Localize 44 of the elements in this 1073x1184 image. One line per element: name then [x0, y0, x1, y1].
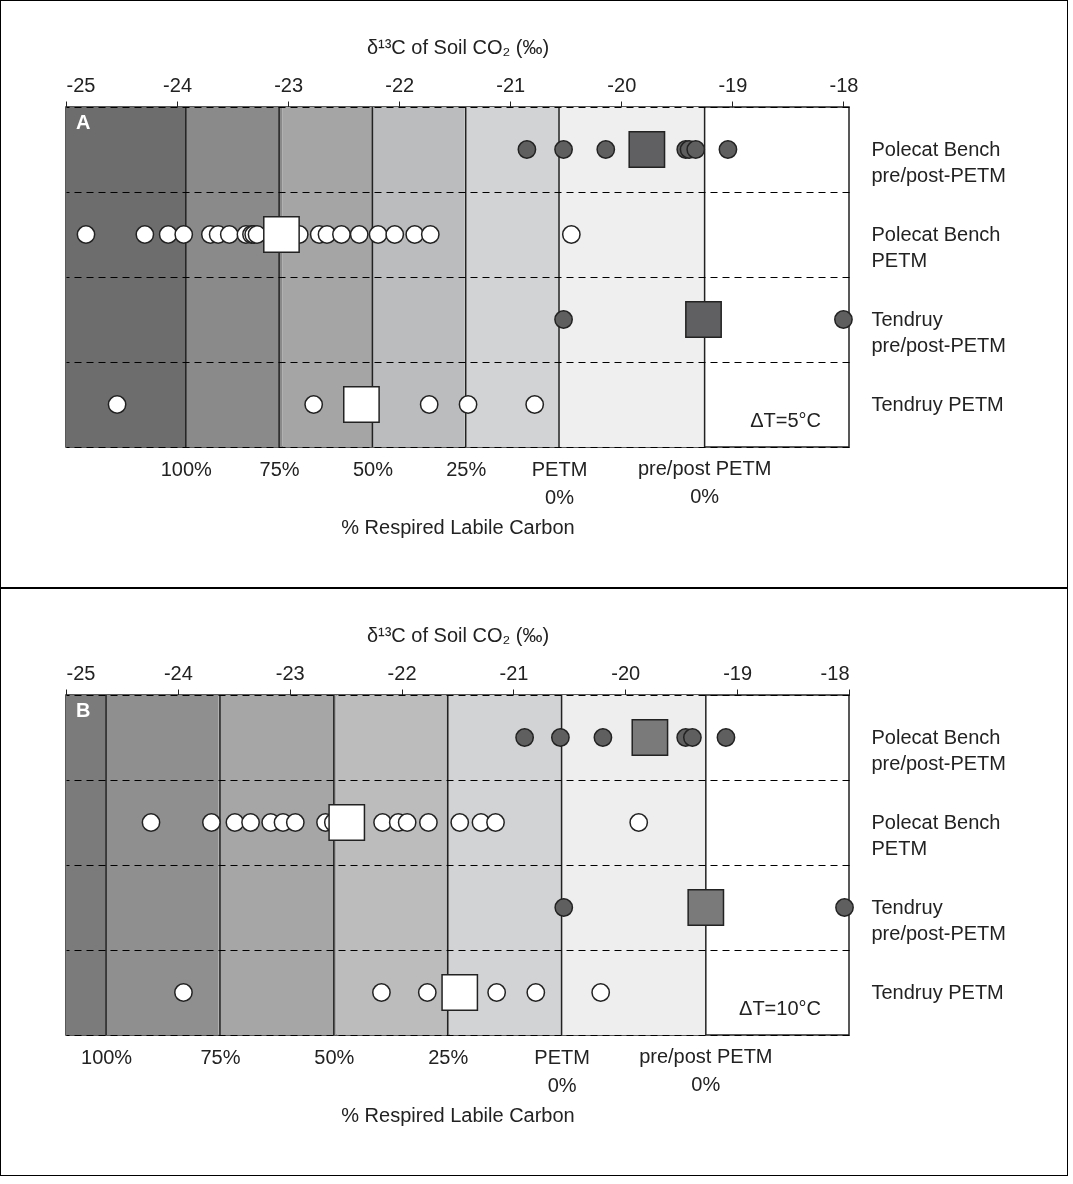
x-tick-label: -20 [607, 73, 637, 96]
x-tick-label: -21 [496, 73, 526, 96]
x-tick-label: -23 [275, 661, 305, 684]
x-tick-label: -25 [66, 661, 96, 684]
x-tick-label: -19 [718, 73, 748, 96]
x2-axis-title: % Respired Labile Carbon [341, 1103, 575, 1126]
y-tick-label: Polecat Bench pre/post-PETM [871, 726, 1006, 774]
x2-tick-label: 75% [259, 457, 300, 480]
x-tick-label: -18 [829, 73, 859, 96]
annotation: A [76, 111, 91, 133]
x-tick-label: -23 [274, 73, 304, 96]
y-tick-label: Tendruy PETM [871, 981, 1004, 1003]
x-tick-label: -19 [723, 661, 753, 684]
y-tick-label: Polecat Bench PETM [871, 811, 1001, 859]
x2-tick-label: 50% [314, 1045, 355, 1068]
x-tick-label: -22 [387, 661, 417, 684]
x2-tick-label: 75% [200, 1045, 241, 1068]
x-tick-label: -18 [820, 661, 850, 684]
x2-tick-label: 50% [352, 457, 394, 480]
x2-tick-label: 100% [81, 1045, 133, 1068]
x2-tick-label: PETM 0% [531, 457, 588, 508]
annotation: ΔT=5°C [750, 409, 821, 431]
x2-tick-label: 100% [160, 457, 213, 480]
x-tick-label: -22 [385, 73, 415, 96]
x-tick-label: -20 [611, 661, 641, 684]
y-tick-label: Tendruy pre/post-PETM [871, 896, 1006, 944]
annotation: B [76, 699, 91, 721]
ref-line-label: pre/post PETM 0% [639, 1045, 773, 1095]
x2-tick-label: 25% [428, 1045, 469, 1068]
x2-axis-title: % Respired Labile Carbon [341, 515, 575, 538]
x-tick-label: -24 [163, 661, 193, 684]
y-tick-label: Polecat Bench pre/post-PETM [871, 138, 1006, 186]
x-tick-label: -25 [66, 73, 96, 96]
annotation: ΔT=10°C [739, 997, 821, 1019]
y-tick-label: Polecat Bench PETM [871, 223, 1001, 271]
x2-tick-label: 25% [446, 457, 487, 480]
y-tick-label: Tendruy pre/post-PETM [871, 308, 1006, 356]
x-axis-title: δ¹³C of Soil CO₂ (‰) [366, 623, 550, 646]
x-tick-label: -21 [499, 661, 529, 684]
ref-line-label: pre/post PETM 0% [637, 457, 772, 507]
x2-tick-label: PETM 0% [534, 1045, 590, 1096]
x-tick-label: -24 [163, 73, 193, 96]
x-axis-title: δ¹³C of Soil CO₂ (‰) [366, 35, 550, 58]
y-tick-label: Tendruy PETM [871, 393, 1004, 415]
